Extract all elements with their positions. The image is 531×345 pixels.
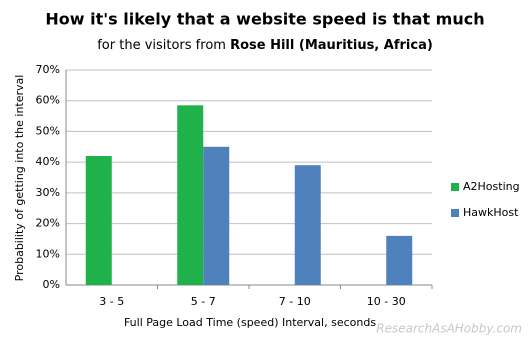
- y-tick-label: 10%: [36, 247, 60, 260]
- bar: [386, 235, 413, 285]
- x-tick-label: 10 - 30: [367, 295, 406, 308]
- y-tick-label: 60%: [36, 94, 60, 107]
- y-tick-label: 50%: [36, 124, 60, 137]
- legend-label: A2Hosting: [463, 180, 520, 193]
- watermark: ResearchAsAHobby.com: [376, 322, 522, 336]
- subtitle-text: for the visitors from: [97, 38, 226, 53]
- x-tick-label: 7 - 10: [279, 295, 311, 308]
- bar: [85, 156, 112, 285]
- y-tick-label: 20%: [36, 217, 60, 230]
- y-tick-label: 30%: [36, 186, 60, 199]
- y-tick-label: 70%: [36, 63, 60, 76]
- x-tick-label: 5 - 7: [191, 295, 216, 308]
- bar: [294, 165, 321, 285]
- x-tick-label: 3 - 5: [99, 295, 124, 308]
- y-tick-label: 40%: [36, 155, 60, 168]
- x-axis-label: Full Page Load Time (speed) Interval, se…: [124, 316, 376, 329]
- bar: [177, 105, 204, 285]
- legend-swatch: [451, 183, 459, 191]
- legend-label: HawkHost: [463, 206, 519, 219]
- subtitle-location: Rose Hill (Mauritius, Africa): [230, 38, 433, 53]
- y-axis-label: Probability of getting into the interval: [13, 75, 26, 282]
- bar: [203, 146, 230, 285]
- y-tick-label: 0%: [43, 278, 60, 291]
- chart-subtitle: for the visitors from Rose Hill (Mauriti…: [97, 38, 433, 53]
- chart-title: How it's likely that a website speed is …: [45, 10, 484, 29]
- legend-swatch: [451, 209, 459, 217]
